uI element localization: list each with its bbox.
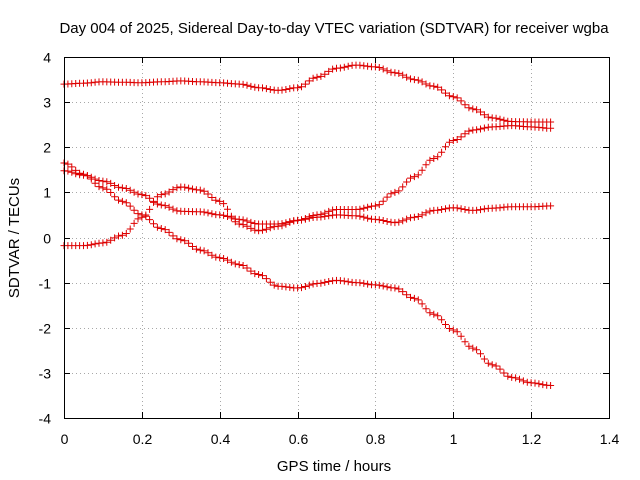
x-tick-label: 0.2 <box>133 431 153 447</box>
chart-title: Day 004 of 2025, Sidereal Day-to-day VTE… <box>59 20 609 37</box>
x-tick-label: 0.6 <box>289 431 309 447</box>
y-tick-label: 4 <box>43 50 51 66</box>
axis-ticks: 0 0.2 0.4 0.6 0.8 1 1.2 1.4 -4 -3 -2 -1 0 1 2 3 4 <box>39 50 620 448</box>
y-tick-label: -3 <box>39 366 52 382</box>
x-tick-label: 0 <box>61 431 69 447</box>
y-axis-title: SDTVAR / TECUs <box>6 178 23 298</box>
x-tick-label: 0.8 <box>366 431 386 447</box>
x-axis-title: GPS time / hours <box>277 458 391 475</box>
y-tick-label: 1 <box>43 185 51 201</box>
y-tick-label: 0 <box>43 231 51 247</box>
x-tick-label: 0.4 <box>211 431 231 447</box>
x-tick-label: 1.2 <box>522 431 542 447</box>
y-tick-label: 2 <box>43 140 51 156</box>
x-tick-label: 1.4 <box>600 431 620 447</box>
y-tick-label: 3 <box>43 95 51 111</box>
y-tick-label: -4 <box>39 411 52 427</box>
y-tick-label: -2 <box>39 321 52 337</box>
y-tick-label: -1 <box>39 276 52 292</box>
x-tick-label: 1 <box>450 431 458 447</box>
